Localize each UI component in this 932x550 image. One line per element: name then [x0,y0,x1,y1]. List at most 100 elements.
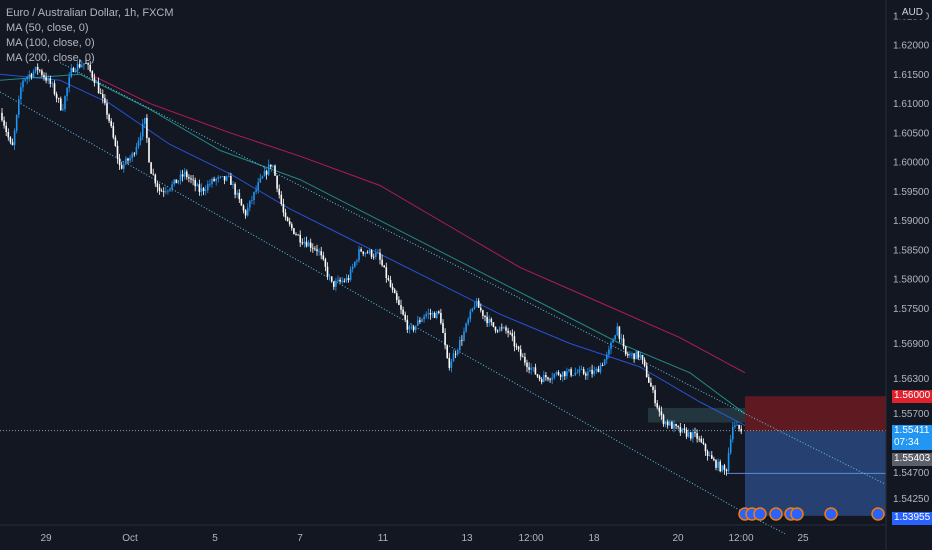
ma-50-label[interactable]: MA (50, close, 0) [6,22,89,34]
current-price-tag: 1.55411 07:34 [892,425,932,450]
ma-100-label[interactable]: MA (100, close, 0) [6,37,95,49]
candle-body [381,259,383,266]
candle-body [438,311,440,313]
candle-body [87,63,89,65]
current-price-value: 1.55411 [894,425,930,436]
candle-body [561,371,564,377]
candle-body [131,153,133,158]
candle-body [717,461,719,468]
economic-event-icon [769,507,783,521]
economic-event-icon [753,507,767,521]
candle-body [99,93,102,94]
candle-body [81,65,83,68]
candle-body [444,333,446,346]
candle-body [702,442,705,444]
candle-body [55,93,58,99]
candle-body [190,178,192,180]
candle-body [446,345,448,358]
candle-body [614,335,616,340]
y-tick-label: 1.61000 [893,99,930,110]
x-tick-label: 5 [212,533,218,544]
candle-body [28,74,31,77]
candle-body [534,367,537,375]
candle-body [696,433,698,439]
y-tick-label: 1.59000 [893,216,930,227]
candle-body [666,421,669,426]
stop-loss-zone [745,396,886,432]
candle-body [664,421,667,425]
candle-body [501,327,503,329]
candle-body [540,379,543,383]
candle-body [656,403,658,408]
x-axis[interactable]: 29 Oct 5 7 11 13 12:00 18 20 12:00 25 [40,533,809,544]
candle-body [547,377,549,380]
candle-body [708,455,711,457]
candle-body [202,188,205,191]
candle-body [519,349,522,357]
candle-body [461,340,463,341]
candle-body [545,375,547,378]
y-tick-label: 1.56900 [893,339,930,350]
candle-body [299,234,301,243]
candle-body [186,171,188,178]
candle-body [620,338,623,340]
candle-body [286,217,289,222]
candle-body [471,308,474,312]
candle-body [116,145,119,159]
candle-body [150,162,152,174]
candle-body [20,87,22,100]
candle-body [601,365,604,366]
candle-body [404,314,406,320]
candle-body [291,224,293,229]
candle-body [217,177,220,179]
candle-body [137,140,140,147]
candle-body [662,415,665,425]
candle-body [482,310,484,316]
candle-body [335,281,337,287]
candle-body [354,262,356,267]
ma-200-label[interactable]: MA (200, close, 0) [6,52,95,64]
candle-body [587,371,589,376]
candle-body [251,200,253,201]
candle-body [5,125,7,132]
candle-body [270,164,272,167]
candle-body [624,346,627,355]
candle-body [643,359,646,366]
candle-body [738,424,740,429]
candle-body [660,411,663,416]
candle-body [356,260,358,262]
candle-body [49,78,52,84]
candle-body [328,276,331,278]
y-tick-label: 1.61500 [893,70,930,81]
candle-body [729,439,732,453]
candle-body [141,123,144,137]
candle-body [303,241,306,244]
candle-body [536,374,539,377]
candle-body [282,203,285,213]
candle-body [263,170,266,177]
candle-body [450,361,453,368]
currency-badge[interactable]: AUD [898,6,926,19]
candle-body [393,289,396,294]
candle-body [429,313,432,315]
candle-body [530,367,532,370]
candle-body [236,192,238,195]
symbol-title[interactable]: Euro / Australian Dollar, 1h, FXCM [6,7,174,19]
candle-body [209,184,211,185]
candle-body [557,372,560,375]
candle-body [39,69,41,71]
candle-body [372,256,375,258]
candle-body [576,372,579,374]
candle-body [681,428,684,433]
candle-body [301,242,304,244]
candle-body [431,313,434,315]
candle-body [396,293,398,300]
x-tick-label: 20 [672,533,684,544]
candle-body [322,255,325,260]
candle-body [673,424,675,429]
candle-body [320,251,322,256]
candle-body [22,80,24,88]
candle-body [83,63,85,66]
candle-body [459,340,461,350]
